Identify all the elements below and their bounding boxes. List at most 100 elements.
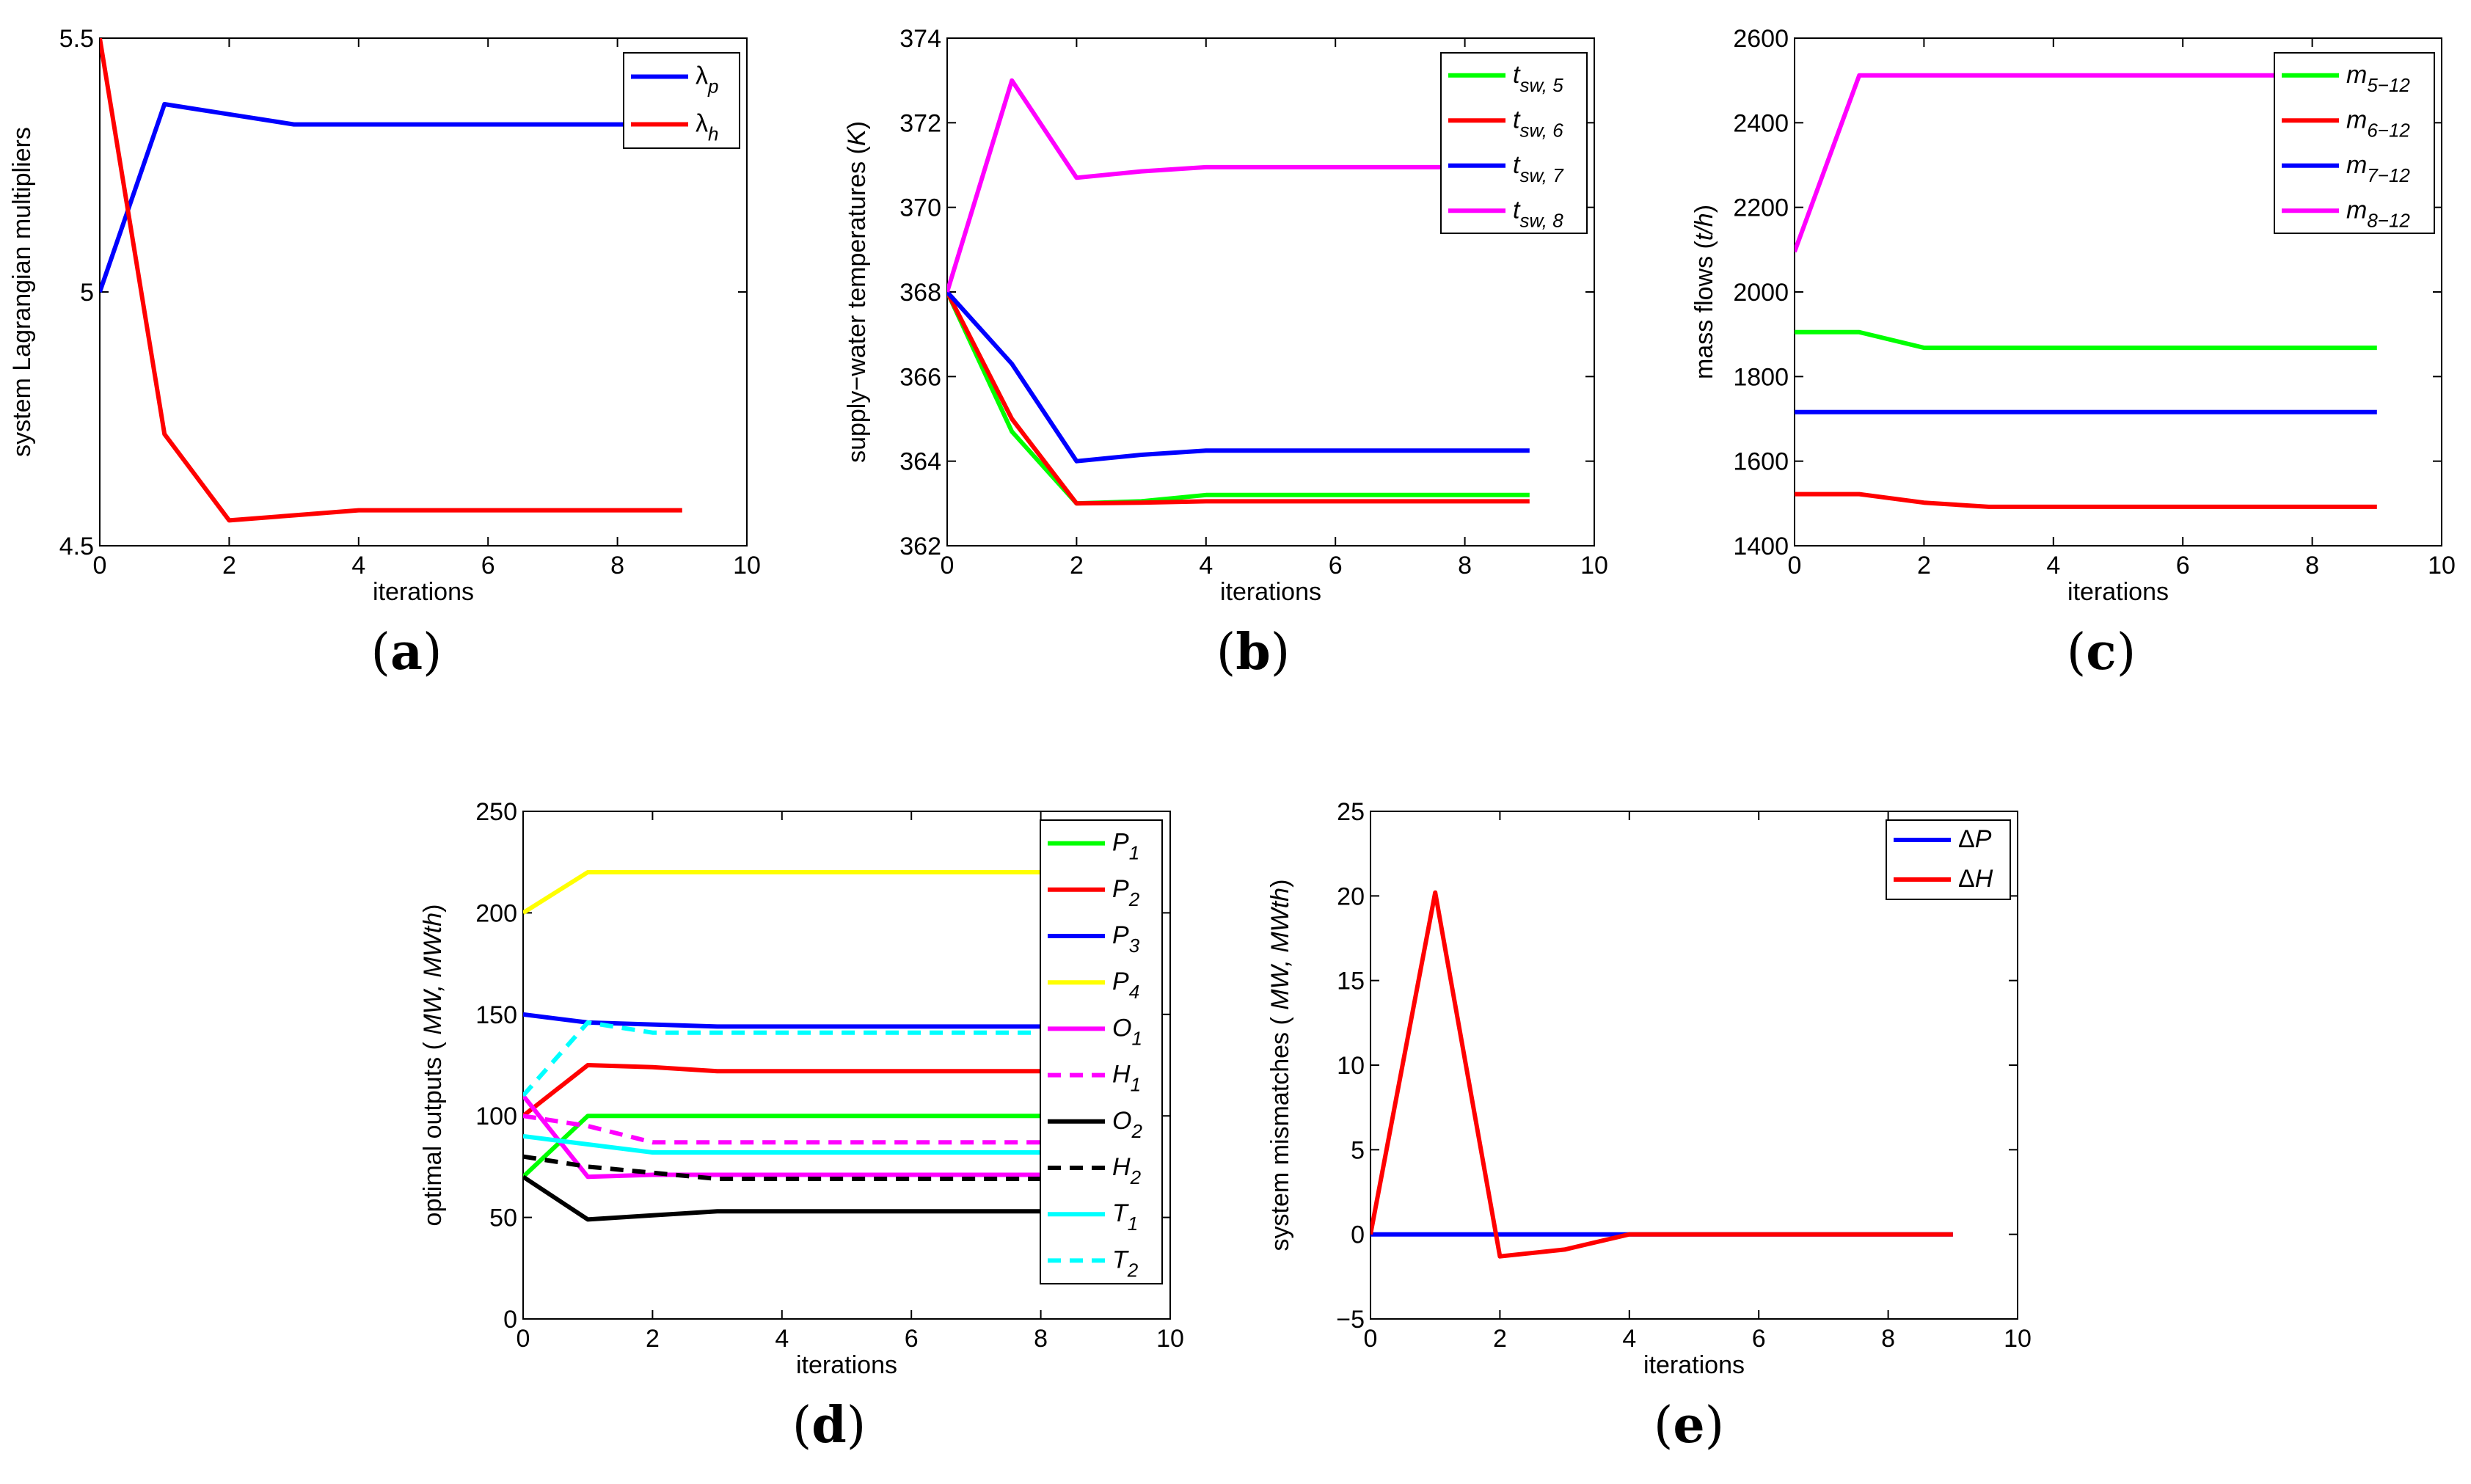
series-line-t-sw-7 xyxy=(947,290,1530,464)
series-line-h-2 xyxy=(523,1154,1106,1181)
legend-label-subscript: 6−12 xyxy=(2367,119,2410,141)
legend-label-base: t xyxy=(1513,106,1521,134)
x-tick-label: 4 xyxy=(775,1325,789,1353)
y-tick-label: 5 xyxy=(80,279,94,307)
caption-letter: c xyxy=(2086,623,2116,681)
caption-letter: b xyxy=(1236,623,1271,681)
x-tick-label: 8 xyxy=(2305,552,2319,580)
legend-box xyxy=(1886,819,2011,900)
panel-caption: (e) xyxy=(1654,1396,1724,1455)
y-tick-label: 0 xyxy=(1351,1221,1365,1249)
legend-label-subscript: 4 xyxy=(1129,981,1139,1003)
caption-letter: d xyxy=(811,1396,847,1455)
legend-label: λp xyxy=(696,62,718,98)
y-tick-label: 370 xyxy=(899,194,941,222)
legend-label-subscript: p xyxy=(707,76,718,98)
x-tick-label: 8 xyxy=(1034,1325,1048,1353)
y-axis-label-text: supply−water temperatures ( xyxy=(843,145,871,462)
series-group xyxy=(947,78,1530,506)
y-tick-label: 2200 xyxy=(1733,194,1789,222)
x-tick-label: 10 xyxy=(1580,552,1608,580)
series-line-t-sw-5 xyxy=(947,290,1530,506)
legend-label: λh xyxy=(696,110,718,145)
series-group xyxy=(523,870,1106,1222)
y-tick-label: 25 xyxy=(1337,798,1365,826)
panel-c: 0 2 4 6 8 10 1400 1600 1800 2000 2200 2400 2600 itera… xyxy=(1690,25,2456,681)
x-tick-label: 0 xyxy=(1788,552,1802,580)
caption-close-paren: ) xyxy=(423,624,442,681)
legend-label-subscript: h xyxy=(708,123,718,145)
legend-label-base: H xyxy=(1112,1061,1131,1089)
legend-label-subscript: 8−12 xyxy=(2367,209,2410,231)
legend-label-subscript: sw, 7 xyxy=(1519,164,1564,186)
legend-label: m8−12 xyxy=(2346,196,2410,231)
legend-label-base: m xyxy=(2346,151,2367,179)
legend-label-subscript: 2 xyxy=(1127,1259,1139,1281)
caption-close-paren: ) xyxy=(2117,624,2136,681)
legend-label-base: Δ xyxy=(1958,865,1975,893)
caption-open-paren: ( xyxy=(371,624,390,681)
y-tick-label: 5 xyxy=(1351,1136,1365,1164)
y-tick-label: 1600 xyxy=(1733,448,1789,476)
legend-label-base: t xyxy=(1513,151,1521,179)
x-tick-label: 2 xyxy=(1070,552,1084,580)
y-axis-label-unit: MW, MWth xyxy=(1266,888,1294,1010)
series-line--p xyxy=(100,102,682,293)
y-axis-label-unit: MW, MWth xyxy=(419,913,447,1035)
series-line-m-5-12 xyxy=(1795,329,2377,351)
legend-label-base: m xyxy=(2346,61,2367,89)
legend-label-base: Δ xyxy=(1958,825,1975,853)
series-line-o-2 xyxy=(523,1174,1106,1222)
legend-box xyxy=(1440,52,1588,234)
caption-open-paren: ( xyxy=(1654,1397,1674,1455)
legend-label-base: P xyxy=(1112,968,1129,995)
x-tick-label: 8 xyxy=(610,552,624,580)
legend-label-subscript: 2 xyxy=(1131,1120,1142,1142)
legend-label: H1 xyxy=(1112,1061,1141,1096)
x-tick-label: 4 xyxy=(1622,1325,1636,1353)
panel-b: 0 2 4 6 8 10 362 364 366 368 370 372 374 iterations su… xyxy=(843,25,1608,681)
x-tick-label: 8 xyxy=(1881,1325,1895,1353)
legend-label: tsw, 8 xyxy=(1513,196,1563,231)
legend-label-subscript: 7−12 xyxy=(2367,164,2410,186)
legend-label-subscript: 3 xyxy=(1129,935,1140,957)
legend-label-base: λ xyxy=(696,110,708,138)
legend-label-base: P xyxy=(1112,921,1129,949)
caption-open-paren: ( xyxy=(1216,624,1236,681)
x-axis-label: iterations xyxy=(2067,578,2169,606)
y-axis-label-end: ) xyxy=(1266,880,1294,888)
legend-label: m5−12 xyxy=(2346,61,2410,96)
x-tick-label: 4 xyxy=(2046,552,2060,580)
x-tick-label: 6 xyxy=(481,552,495,580)
legend-label: T1 xyxy=(1112,1199,1138,1235)
x-tick-label: 0 xyxy=(941,552,955,580)
y-tick-label: 1400 xyxy=(1733,533,1789,560)
x-tick-label: 6 xyxy=(1752,1325,1766,1353)
series-line-t-sw-6 xyxy=(947,290,1530,506)
x-tick-label: 10 xyxy=(733,552,761,580)
series-line-p-4 xyxy=(523,870,1106,915)
y-tick-label: 0 xyxy=(503,1306,517,1334)
y-axis-label-text: system mismatches ( xyxy=(1266,1010,1294,1251)
legend-label-subscript: sw, 5 xyxy=(1519,74,1563,96)
x-axis-label: iterations xyxy=(373,578,474,606)
y-axis-label: optimal outputs ( MW, MWth) xyxy=(419,904,447,1227)
y-tick-label: 366 xyxy=(899,363,941,391)
legend-label: P2 xyxy=(1112,875,1140,910)
x-tick-label: 6 xyxy=(905,1325,919,1353)
legend-label-base: λ xyxy=(696,62,708,90)
legend-label-subscript: 1 xyxy=(1131,1074,1141,1096)
legend-label: H2 xyxy=(1112,1153,1142,1188)
series-group xyxy=(100,38,682,523)
x-axis-label: iterations xyxy=(796,1351,897,1379)
y-tick-label: 2400 xyxy=(1733,109,1789,137)
panel-caption: (b) xyxy=(1216,623,1291,681)
x-tick-label: 0 xyxy=(93,552,107,580)
legend-label-subscript: sw, 8 xyxy=(1519,209,1563,231)
legend-label-subscript: 1 xyxy=(1129,842,1139,864)
series-line-o-1 xyxy=(523,1094,1106,1180)
legend-label-base: t xyxy=(1513,61,1521,89)
